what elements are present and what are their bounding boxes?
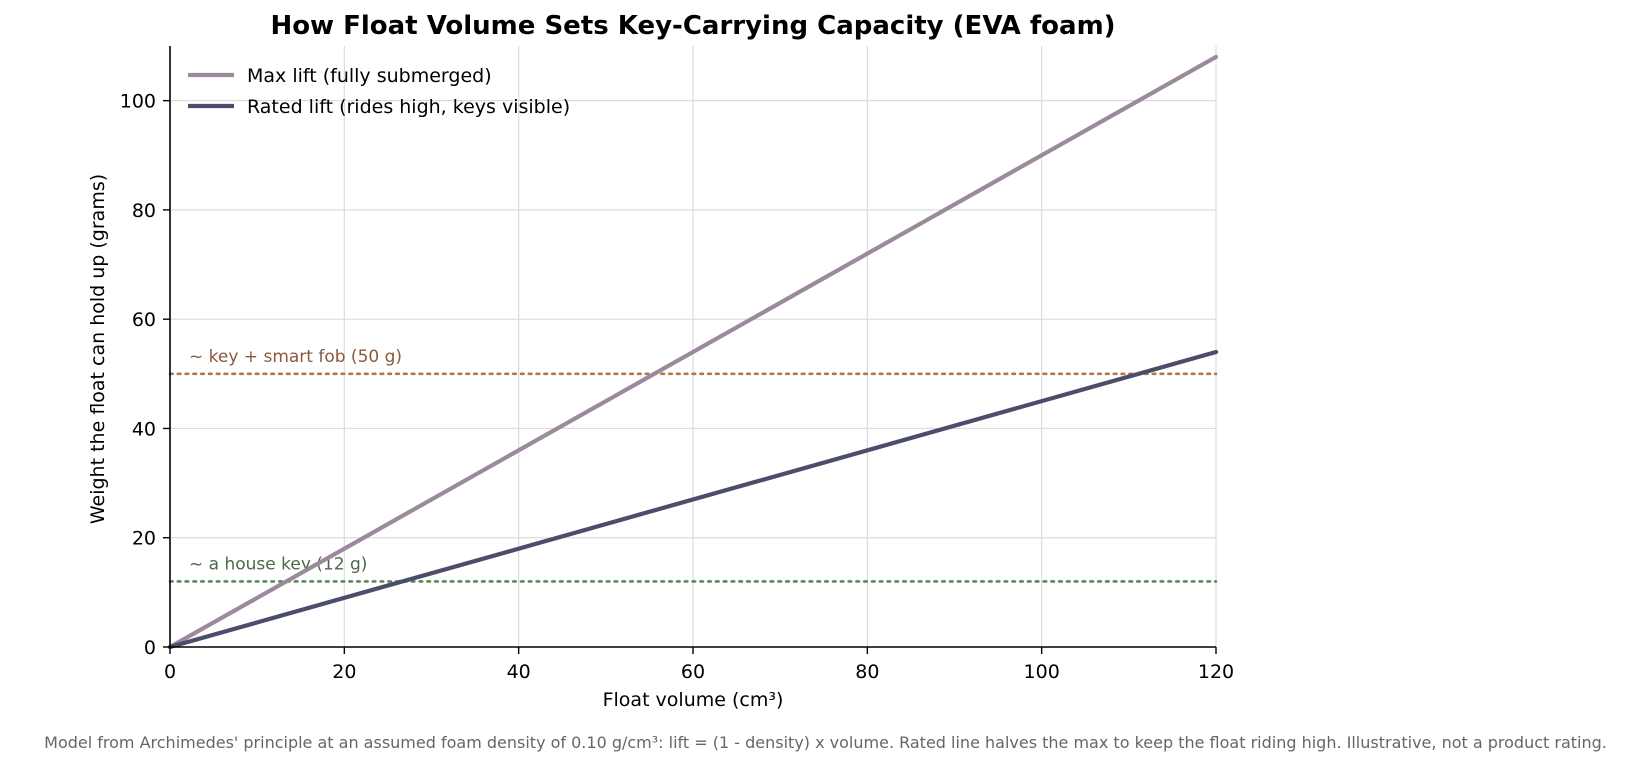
y-tick-label: 100 <box>120 91 156 113</box>
chart: How Float Volume Sets Key-Carrying Capac… <box>87 11 1234 711</box>
x-tick-label: 120 <box>1198 661 1234 683</box>
series-lines <box>167 54 1219 650</box>
x-tick-label: 100 <box>1024 661 1060 683</box>
tick-labels: 0 20 40 60 80 100 120 0 20 40 60 80 100 <box>120 91 1234 683</box>
legend: Max lift (fully submerged) Rated lift (ri… <box>188 65 570 118</box>
y-tick-label: 60 <box>132 309 156 331</box>
legend-label: Max lift (fully submerged) <box>247 65 492 87</box>
series-line <box>167 349 1219 650</box>
grid <box>170 46 1217 647</box>
chart-title: How Float Volume Sets Key-Carrying Capac… <box>270 11 1115 41</box>
series-line <box>167 54 1219 650</box>
x-tick-label: 60 <box>681 661 705 683</box>
x-tick-label: 20 <box>332 661 356 683</box>
legend-label: Rated lift (rides high, keys visible) <box>247 96 570 118</box>
y-tick-label: 0 <box>144 637 156 659</box>
reference-label: ~ key + smart fob (50 g) <box>189 347 402 367</box>
x-tick-label: 0 <box>164 661 176 683</box>
axes <box>163 46 1217 654</box>
y-tick-label: 80 <box>132 200 156 222</box>
y-axis-label: Weight the float can hold up (grams) <box>87 174 109 524</box>
x-axis-label: Float volume (cm³) <box>603 689 784 711</box>
footnote: Model from Archimedes' principle at an a… <box>44 733 1607 752</box>
x-tick-label: 80 <box>855 661 879 683</box>
y-tick-label: 20 <box>132 528 156 550</box>
x-tick-label: 40 <box>507 661 531 683</box>
reference-label: ~ a house key (12 g) <box>189 554 367 574</box>
y-tick-label: 40 <box>132 418 156 440</box>
